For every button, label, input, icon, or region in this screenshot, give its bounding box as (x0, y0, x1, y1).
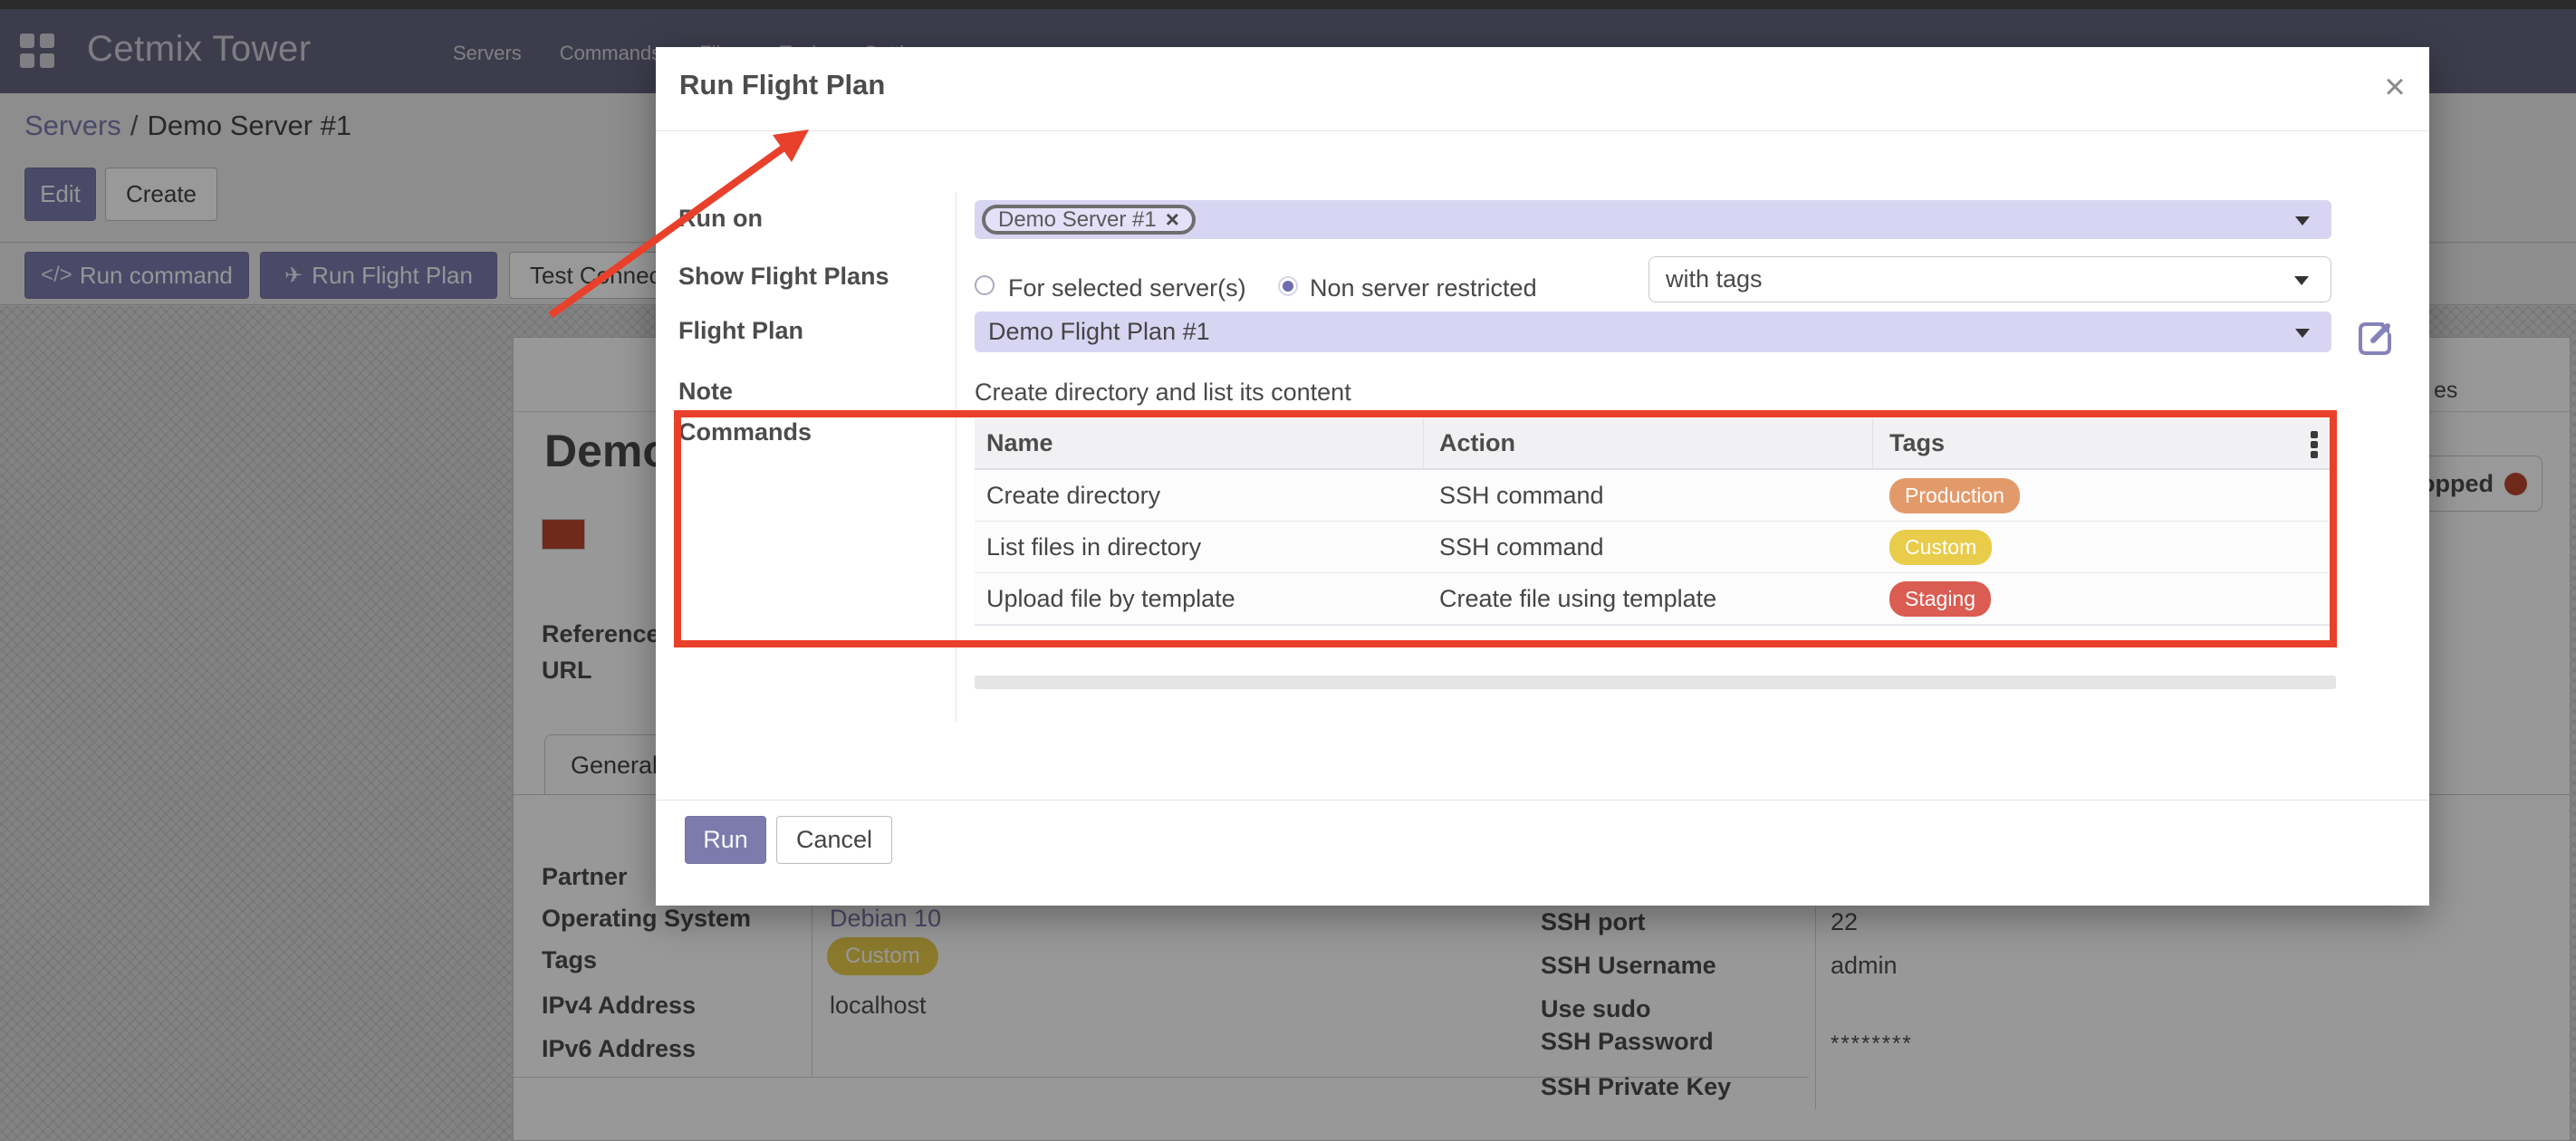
url-label: URL (542, 657, 592, 684)
ipv4-value: localhost (830, 992, 927, 1019)
code-icon: </> (41, 263, 72, 287)
commands-table-header: Name Action Tags (975, 418, 2334, 470)
apps-grid-icon[interactable] (20, 34, 56, 70)
run-button[interactable]: Run (685, 816, 766, 864)
command-tags: Production (1873, 477, 2334, 513)
run-command-button[interactable]: </> Run command (24, 252, 249, 299)
note-label: Note (678, 378, 733, 405)
ssh-password-label: SSH Password (1541, 1028, 1714, 1055)
chevron-down-icon (2295, 216, 2310, 225)
run-on-label: Run on (678, 205, 763, 232)
radio-for-selected-servers[interactable] (975, 275, 995, 295)
with-tags-placeholder: with tags (1666, 265, 1763, 292)
stat-button-fragment: es (2434, 378, 2458, 403)
server-color-swatch (542, 519, 585, 550)
breadcrumb-separator: / (130, 110, 139, 141)
right-group-separator (1815, 905, 1816, 1109)
command-name: List files in directory (986, 532, 1202, 561)
commands-label: Commands (678, 418, 812, 446)
use-sudo-label: Use sudo (1541, 995, 1651, 1022)
cancel-button[interactable]: Cancel (776, 816, 892, 864)
edit-button[interactable]: Edit (24, 168, 96, 221)
command-action: SSH command (1439, 481, 1604, 509)
flight-plan-field[interactable]: Demo Flight Plan #1 (975, 312, 2331, 352)
command-name: Create directory (986, 481, 1161, 509)
column-header-action[interactable]: Action (1424, 418, 1873, 468)
run-on-tag: Demo Server #1 × (982, 205, 1196, 235)
group-divider (514, 1077, 1809, 1078)
flight-plan-label: Flight Plan (678, 317, 803, 344)
column-header-tags[interactable]: Tags (1889, 429, 1946, 456)
table-row[interactable]: Create directory SSH command Production (975, 470, 2334, 522)
modal-title: Run Flight Plan (679, 69, 886, 101)
run-on-field[interactable]: Demo Server #1 × (975, 200, 2331, 239)
create-button[interactable]: Create (105, 168, 217, 221)
table-row[interactable]: Upload file by template Create file usin… (975, 573, 2334, 625)
radio-for-selected-servers-label[interactable]: For selected server(s) (1008, 274, 1246, 302)
table-row[interactable]: List files in directory SSH command Cust… (975, 522, 2334, 573)
ssh-username-label: SSH Username (1541, 952, 1716, 979)
tag-badge: Custom (1889, 529, 1993, 565)
tags-value-badge: Custom (827, 937, 938, 975)
run-on-tag-label: Demo Server #1 (998, 206, 1157, 232)
operating-system-value[interactable]: Debian 10 (830, 905, 942, 932)
ssh-password-value: ******** (1831, 1031, 1913, 1056)
external-link-icon[interactable] (2355, 319, 2395, 359)
menu-item-commands[interactable]: Commands (559, 42, 662, 64)
command-tags: Custom (1873, 529, 2334, 565)
chevron-down-icon (2295, 328, 2310, 338)
ssh-port-value: 22 (1831, 908, 1859, 935)
run-flight-plan-label: Run Flight Plan (312, 261, 473, 289)
reference-label: Reference (542, 620, 660, 647)
operating-system-label: Operating System (542, 905, 752, 932)
ipv6-label: IPv6 Address (542, 1035, 697, 1062)
tags-label: Tags (542, 946, 598, 973)
status-dot-icon (2504, 472, 2527, 495)
kebab-vertical-icon[interactable] (2311, 431, 2320, 458)
tag-badge: Production (1889, 477, 2020, 513)
breadcrumb-servers-link[interactable]: Servers (24, 110, 121, 141)
modal-header-divider (656, 130, 2429, 131)
ssh-port-label: SSH port (1541, 908, 1646, 935)
command-tags: Staging (1873, 580, 2334, 617)
plane-icon: ✈ (284, 263, 303, 288)
breadcrumb-current: Demo Server #1 (147, 110, 352, 141)
radio-non-server-restricted[interactable] (1278, 276, 1298, 296)
breadcrumb: Servers / Demo Server #1 (24, 110, 351, 142)
ssh-private-key-label: SSH Private Key (1541, 1073, 1732, 1100)
tag-remove-icon[interactable]: × (1165, 206, 1179, 233)
show-flight-plans-label: Show Flight Plans (678, 263, 889, 290)
chevron-down-icon (2294, 275, 2309, 285)
app-brand: Cetmix Tower (87, 29, 312, 69)
tag-badge: Staging (1889, 580, 1992, 617)
note-value: Create directory and list its content (975, 379, 1351, 406)
ipv4-label: IPv4 Address (542, 992, 697, 1019)
table-horizontal-scrollbar[interactable] (975, 676, 2336, 689)
commands-table: Name Action Tags Create directory SSH co… (975, 418, 2334, 626)
menu-item-servers[interactable]: Servers (453, 42, 522, 64)
command-name: Upload file by template (986, 584, 1235, 612)
command-action: Create file using template (1439, 584, 1717, 612)
run-command-label: Run command (79, 261, 233, 289)
column-header-name[interactable]: Name (975, 418, 1424, 468)
radio-non-server-restricted-label[interactable]: Non server restricted (1310, 274, 1537, 302)
with-tags-select[interactable]: with tags (1648, 256, 2331, 302)
close-icon[interactable]: × (2384, 66, 2406, 107)
command-action: SSH command (1439, 532, 1604, 561)
run-flight-plan-modal: Run Flight Plan × Run on Demo Server #1 … (656, 47, 2429, 906)
ssh-username-value: admin (1831, 952, 1898, 979)
partner-label: Partner (542, 863, 628, 890)
modal-footer-divider (656, 800, 2429, 801)
flight-plan-value: Demo Flight Plan #1 (988, 318, 1210, 345)
browser-top-strip (0, 0, 2576, 9)
run-flight-plan-button[interactable]: ✈ Run Flight Plan (260, 252, 497, 299)
